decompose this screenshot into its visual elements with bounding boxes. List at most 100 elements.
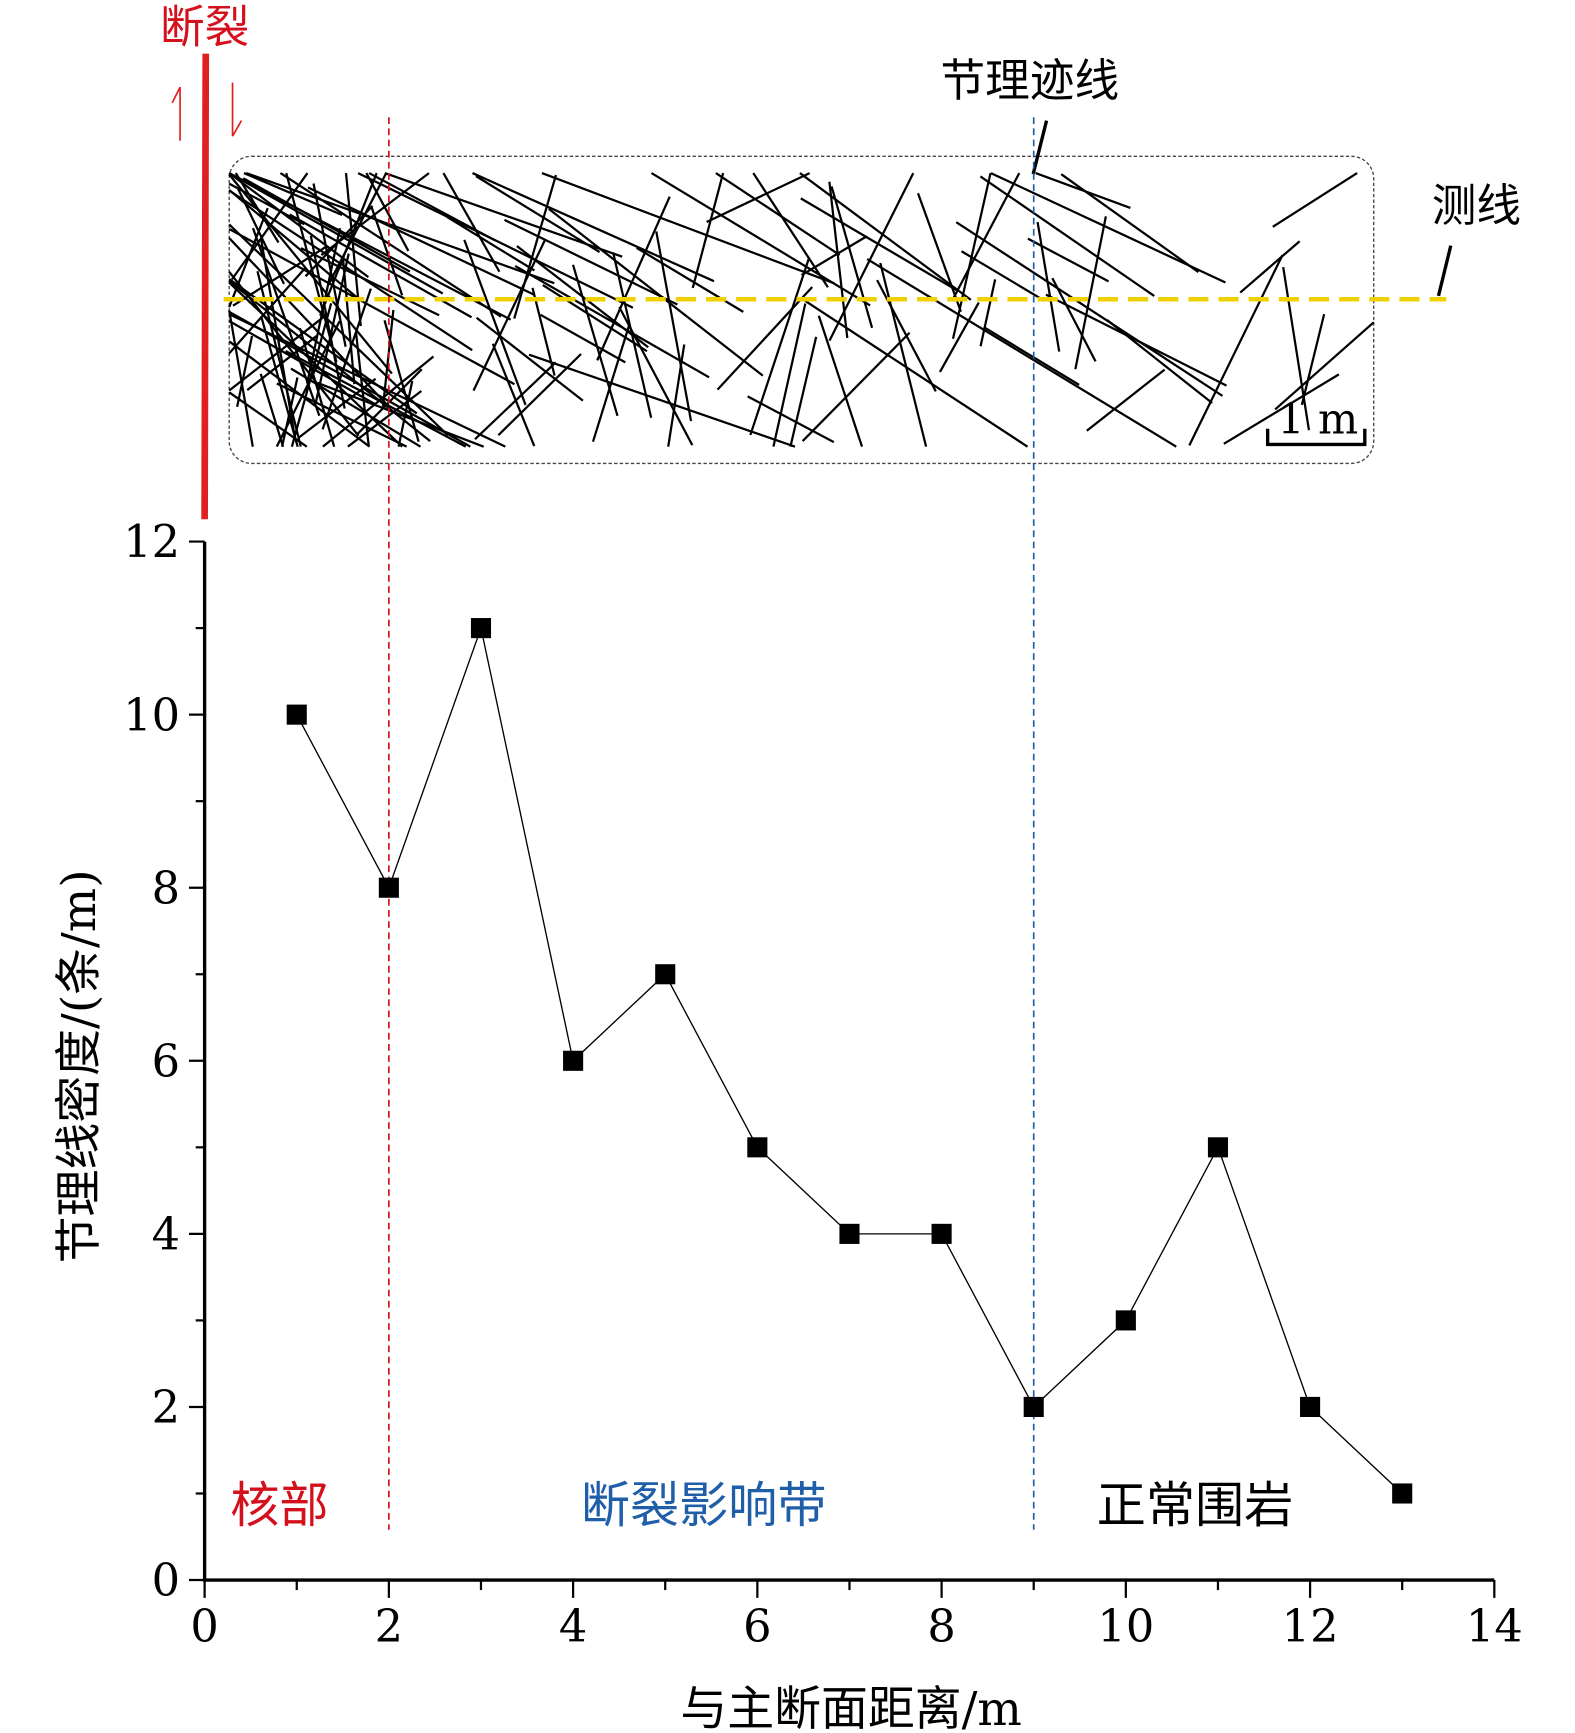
joint-trace [300, 247, 440, 317]
joint-trace [876, 279, 937, 392]
joint-trace [474, 361, 557, 441]
joint-trace [1300, 313, 1326, 406]
data-point [563, 1050, 584, 1071]
joint-trace [571, 264, 619, 417]
joint-trace [747, 395, 835, 444]
joint-trace [228, 310, 254, 447]
data-point [470, 618, 492, 639]
joint-trace [228, 182, 305, 226]
joint-trace [817, 315, 864, 447]
joint-trace [357, 172, 634, 309]
joint-trace [830, 186, 874, 329]
sample-box [228, 155, 1375, 465]
joint-trace [344, 172, 362, 327]
joint-trace [491, 343, 536, 447]
joint-trace [772, 303, 807, 447]
fault-arrows-icon [171, 82, 243, 141]
joint-trace [596, 196, 671, 361]
joint-trace [312, 183, 347, 347]
data-point [1300, 1396, 1321, 1417]
joint-trace [298, 327, 336, 447]
joint-trace [528, 353, 796, 448]
x-tick-label: 4 [559, 1600, 587, 1652]
joint-trace [800, 197, 957, 291]
joint-trace [612, 252, 653, 418]
joint-trace [306, 227, 342, 384]
joint-trace [228, 315, 326, 392]
x-tick-label: 14 [1466, 1600, 1523, 1652]
joint-trace [1223, 373, 1340, 445]
data-point [747, 1137, 768, 1158]
joint-trace [801, 331, 911, 442]
joint-trace [228, 313, 506, 448]
y-axis-label: 节理线密度/(条/m) [52, 869, 107, 1263]
joint-trace [475, 175, 601, 254]
joint-trace [320, 172, 430, 257]
joint-trace [1086, 368, 1166, 432]
joint-trace [260, 317, 299, 447]
fault-label: 断裂 [160, 1, 249, 53]
joint-trace [236, 187, 285, 285]
joint-trace [800, 235, 868, 277]
joint-trace [1282, 266, 1311, 431]
data-point [655, 964, 676, 985]
scale-bar [1265, 428, 1367, 447]
joint-trace [228, 172, 512, 321]
data-point [1392, 1483, 1413, 1504]
joint-trace [290, 303, 333, 447]
joint-trace [938, 301, 980, 373]
joint-trace [955, 221, 1224, 397]
joint-trace [979, 175, 1155, 297]
joint-trace [475, 316, 584, 402]
joint-trace [285, 172, 338, 363]
joint-trace [650, 172, 871, 307]
x-tick-label: 12 [1282, 1600, 1339, 1652]
joint-trace [514, 265, 710, 379]
zone-label-host: 正常围岩 [1097, 1476, 1294, 1534]
joint-trace [1051, 277, 1097, 362]
series-line [296, 625, 1403, 1494]
joint-trace [1272, 172, 1358, 228]
joint-trace [228, 280, 431, 442]
joint-trace [259, 373, 285, 447]
x-tick-label: 2 [375, 1600, 403, 1652]
y-tick-label: 6 [152, 1035, 180, 1087]
joint-trace [322, 355, 435, 448]
joint-trace [463, 239, 527, 406]
joint-trace [228, 228, 516, 386]
x-axis-label: 与主断面距离/m [680, 1682, 1021, 1733]
joint-trace [1045, 293, 1227, 387]
joint-trace [983, 326, 1080, 386]
joint-trace [1074, 216, 1107, 370]
y-tick-label: 4 [152, 1209, 180, 1261]
data-point [1115, 1310, 1136, 1331]
joint-trace [279, 172, 502, 318]
joint-trace [541, 172, 835, 285]
joint-trace [228, 172, 444, 295]
joint-trace [245, 172, 555, 285]
x-tick-label: 0 [190, 1600, 218, 1652]
joint-trace [752, 172, 829, 288]
joint-trace [951, 172, 992, 340]
fault-line [201, 53, 210, 520]
survey-line-leader [1436, 245, 1453, 297]
joint-trace [365, 172, 410, 252]
joint-diagram: 断裂 节理迹线 测线 1 m [160, 1, 1521, 520]
joint-trace [691, 172, 725, 289]
joint-trace [879, 262, 928, 447]
joint-trace [1239, 240, 1301, 294]
joint-trace [1027, 237, 1110, 283]
joint-trace [618, 306, 694, 446]
joint-trace [539, 313, 626, 364]
joint-trace [513, 174, 558, 319]
joint-trace [446, 215, 536, 272]
joint-trace [290, 367, 422, 448]
joint-trace [749, 256, 811, 436]
scale-label: 1 m [1278, 395, 1359, 444]
joint-trace [1188, 254, 1284, 446]
joint-trace [503, 218, 678, 306]
joint-trace [1274, 321, 1375, 411]
joint-trace [1060, 173, 1200, 273]
